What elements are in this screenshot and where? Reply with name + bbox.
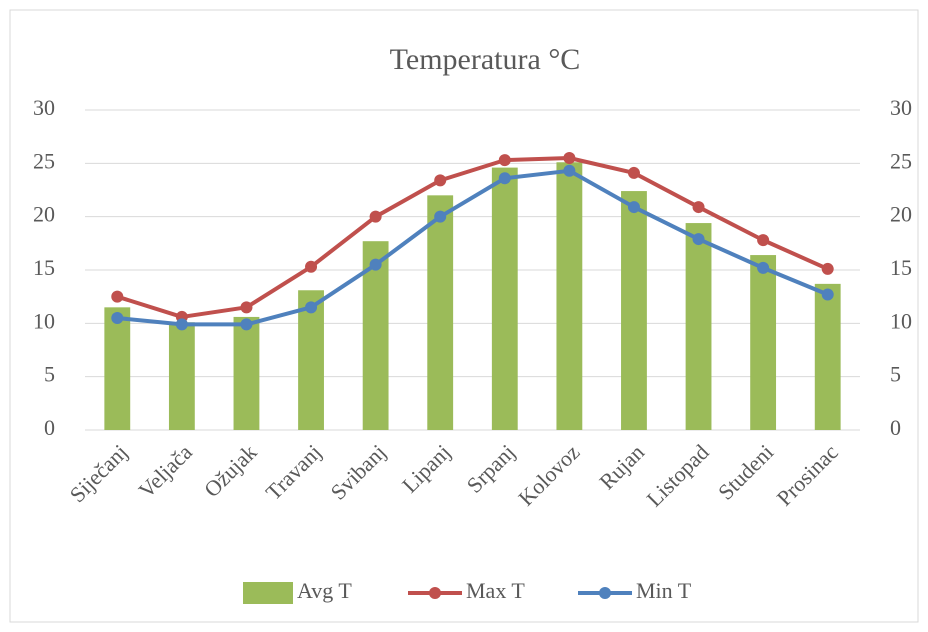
marker: [369, 258, 382, 271]
y-tick-label: 0: [44, 415, 55, 440]
chart-border: [9, 9, 919, 623]
marker: [305, 260, 318, 273]
marker: [627, 166, 640, 179]
marker: [563, 152, 576, 164]
bar: [104, 307, 131, 430]
marker: [369, 210, 382, 223]
bar: [556, 162, 583, 430]
y2-tick-label: 5: [890, 362, 901, 387]
y-tick-label: 30: [33, 95, 55, 120]
bar: [750, 255, 777, 430]
y2-tick-label: 25: [890, 148, 912, 173]
marker: [240, 318, 253, 331]
y-tick-label: 15: [33, 255, 55, 280]
y2-tick-label: 30: [890, 95, 912, 120]
marker: [692, 233, 705, 246]
marker: [627, 201, 640, 214]
legend-label: Max T: [466, 578, 525, 603]
y2-tick-label: 0: [890, 415, 901, 440]
bar: [621, 191, 647, 430]
marker: [757, 261, 770, 274]
marker: [305, 301, 318, 314]
marker: [175, 318, 188, 331]
bar: [814, 283, 841, 430]
marker: [434, 174, 447, 187]
marker: [563, 164, 576, 177]
marker: [498, 172, 511, 185]
legend-marker: [599, 587, 611, 599]
legend-swatch: [243, 582, 293, 604]
y-tick-label: 25: [33, 148, 55, 173]
bar: [168, 322, 195, 430]
line: [116, 156, 829, 319]
chart-title: Temperatura °C: [390, 43, 581, 76]
y2-tick-label: 15: [890, 255, 912, 280]
legend-label: Min T: [636, 578, 692, 603]
y-tick-label: 10: [33, 308, 55, 333]
y-tick-label: 20: [33, 202, 55, 227]
marker: [692, 201, 705, 214]
bar: [685, 223, 712, 430]
bar: [491, 167, 518, 430]
marker: [434, 210, 447, 223]
bar: [427, 195, 454, 430]
marker: [111, 290, 124, 303]
marker: [757, 234, 770, 247]
y-tick-label: 5: [44, 362, 55, 387]
y2-tick-label: 20: [890, 202, 912, 227]
marker: [111, 312, 124, 324]
marker: [498, 154, 511, 167]
bar: [298, 290, 324, 430]
marker: [821, 262, 834, 275]
legend-label: Avg T: [297, 578, 352, 603]
legend-marker: [429, 587, 441, 599]
line: [117, 168, 829, 327]
marker: [821, 288, 834, 301]
marker: [240, 301, 253, 314]
bar: [233, 316, 260, 430]
y2-tick-label: 10: [890, 308, 912, 333]
